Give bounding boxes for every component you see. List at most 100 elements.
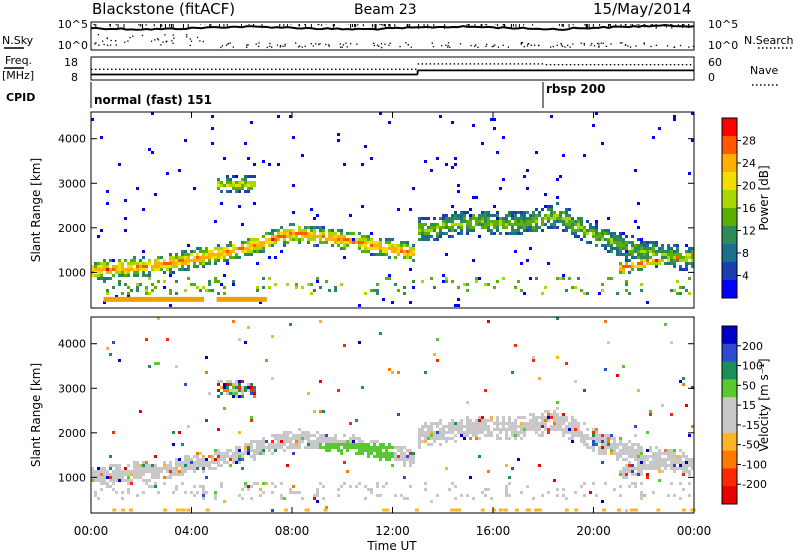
noise-search-dot <box>550 46 552 48</box>
noise-rtick-top: 10^5 <box>708 18 738 31</box>
velocity-ground-scatter <box>480 508 485 512</box>
power-colorbar-swatch <box>722 154 737 173</box>
noise-search-dot <box>583 42 585 45</box>
noise-search-dot <box>266 46 268 49</box>
noise-search-dot <box>304 45 306 47</box>
velocity-colorbar: 200 100 50 15 -15 -50 -100 -200 Velocity [m s⁻¹… <box>721 325 771 505</box>
velocity-ground-scatter <box>450 508 455 512</box>
noise-search-dot <box>507 46 510 48</box>
noise-search-dot <box>221 45 224 47</box>
noise-search-dot <box>583 44 586 46</box>
noise-search-dot <box>189 44 191 47</box>
noise-search-dot <box>591 42 593 45</box>
noise-search-dot <box>284 45 286 47</box>
noise-search-dot <box>521 42 524 44</box>
noise-search-dot <box>328 45 330 47</box>
freq-ytick-bottom: 8 <box>71 71 78 84</box>
noise-search-dot <box>342 44 345 46</box>
noise-search-dot <box>255 43 257 45</box>
beam-title: Beam 23 <box>354 2 417 18</box>
velocity-colorbar-label: Velocity [m s⁻¹] <box>757 358 771 451</box>
noise-search-dot <box>328 44 330 46</box>
noise-search-dot <box>339 43 342 45</box>
velocity-ground-scatter <box>526 508 531 512</box>
noise-search-dot <box>445 44 447 46</box>
noise-search-dot <box>172 42 174 45</box>
velocity-ytick-label: 4000 <box>58 338 86 351</box>
noise-search-dot <box>492 45 495 47</box>
noise-search-dot <box>325 43 327 46</box>
noise-search-dot <box>447 46 449 48</box>
noise-search-dot <box>154 39 156 41</box>
noise-search-dot <box>520 42 523 44</box>
velocity-ground-scatter <box>492 508 497 512</box>
velocity-ground-scatter <box>163 508 168 512</box>
noise-search-dot <box>127 40 129 42</box>
noise-search-dot <box>94 43 96 45</box>
noise-search-dot <box>605 45 608 48</box>
noise-search-dot <box>202 40 205 43</box>
power-ground-scatter-1 <box>153 296 205 302</box>
noise-ytick-bottom: 10^0 <box>58 39 88 52</box>
xtick-label: 16:00 <box>476 524 511 538</box>
noise-search-dot <box>388 44 390 47</box>
noise-search-dot <box>373 42 375 44</box>
power-ylabel: Slant Range [km] <box>29 158 43 262</box>
noise-search-dot <box>165 41 167 43</box>
noise-search-dot <box>655 44 658 46</box>
noise-search-dot <box>560 42 562 45</box>
velocity-colorbar-swatch <box>722 486 737 505</box>
noise-search-dot <box>491 45 494 48</box>
noise-search-dot <box>115 44 117 46</box>
noise-search-dot <box>246 44 248 46</box>
noise-search-dot <box>160 44 162 46</box>
velocity-ytick-label: 3000 <box>58 382 86 395</box>
noise-search-dot <box>528 43 530 45</box>
noise-search-dot <box>227 43 229 45</box>
nave-label: Nave <box>750 64 778 77</box>
noise-search-dot <box>271 46 273 48</box>
velocity-colorbar-tick-label: -15 <box>742 419 760 432</box>
noise-search-dot <box>598 46 600 48</box>
velocity-ytick-label: 2000 <box>58 427 86 440</box>
power-colorbar: 28 24 20 16 12 8 4 Power [dB] <box>721 117 771 299</box>
noise-search-dot <box>279 46 281 48</box>
noise-search-dot <box>593 45 596 47</box>
velocity-ground-scatter <box>121 508 126 512</box>
velocity-colorbar-swatch <box>722 379 737 398</box>
power-colorbar-swatch <box>722 280 737 299</box>
xtick-label: 00:00 <box>74 524 109 538</box>
nsearch-label: N.Search <box>744 34 794 47</box>
noise-search-dot <box>679 44 682 47</box>
noise-search-dot <box>494 44 496 46</box>
noise-search-dot <box>459 43 462 45</box>
noise-search-dot <box>381 46 383 49</box>
velocity-ground-scatter <box>602 508 607 512</box>
noise-search-dot <box>470 44 472 47</box>
noise-search-dot <box>225 44 228 46</box>
velocity-ground-scatter <box>457 508 462 512</box>
noise-sky-line <box>90 24 695 31</box>
noise-search-dot <box>268 45 271 47</box>
noise-search-dot <box>150 40 153 42</box>
noise-search-dot <box>692 45 695 48</box>
noise-search-dot <box>580 42 582 44</box>
noise-search-dot <box>477 46 479 48</box>
velocity-ylabel: Slant Range [km] <box>29 363 43 467</box>
power-ytick-label: 4000 <box>58 133 86 146</box>
velocity-colorbar-swatch <box>722 432 737 452</box>
noise-search-dot <box>572 43 574 45</box>
noise-search-dot <box>341 46 343 48</box>
station-title: Blackstone (fitACF) <box>92 0 235 18</box>
noise-search-dot <box>431 42 433 44</box>
noise-search-dot <box>276 44 279 46</box>
noise-search-dot <box>166 40 168 42</box>
noise-search-dot <box>561 45 564 48</box>
noise-search-dot <box>523 45 525 48</box>
velocity-ground-scatter <box>574 508 579 512</box>
velocity-ground-scatter <box>414 508 419 512</box>
freq-label: Freq. <box>5 54 32 67</box>
power-colorbar-swatch <box>722 136 737 155</box>
power-colorbar-tick-label: 4 <box>742 270 749 283</box>
